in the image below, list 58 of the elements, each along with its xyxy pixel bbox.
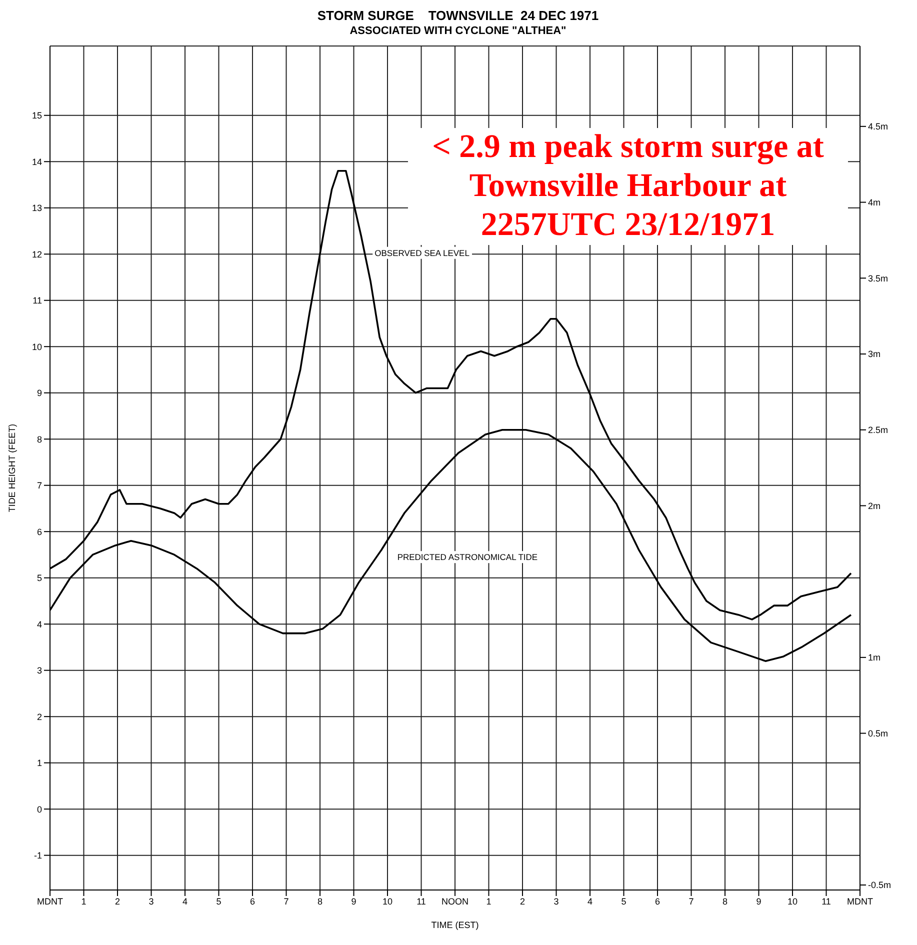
x-tick-label: 5 — [216, 896, 222, 906]
x-tick-label: 6 — [654, 896, 660, 906]
y-tick-label: 8 — [36, 434, 42, 444]
x-tick-label: 9 — [756, 896, 762, 906]
y2-tick-label: 3.5m — [868, 273, 888, 284]
y-tick-label: 5 — [36, 573, 42, 584]
annotation: < 2.9 m peak storm surge at Townsville Harbour at 2257UTC 23/12/1971 — [408, 128, 848, 245]
x-tick-label: 8 — [722, 896, 728, 906]
x-tick-label: MDNT — [847, 896, 874, 906]
x-axis-title: TIME (EST) — [431, 920, 479, 930]
x-tick-label: 5 — [621, 896, 626, 906]
x-tick-label: 4 — [182, 896, 188, 906]
x-tick-label: 6 — [250, 896, 256, 906]
x-tick-label: 4 — [587, 896, 593, 906]
series-label: PREDICTED ASTRONOMICAL TIDE — [397, 552, 538, 562]
x-tick-label: 8 — [317, 896, 323, 906]
x-tick-label: 11 — [822, 896, 831, 906]
y2-tick-label: -0.5m — [868, 880, 892, 890]
y2-tick-label: 2.5m — [868, 425, 888, 436]
x-tick-label: 2 — [520, 896, 526, 906]
y-tick-label: -1 — [34, 850, 42, 861]
y-tick-label: 12 — [32, 249, 42, 260]
series-label: OBSERVED SEA LEVEL — [374, 248, 470, 258]
y-tick-label: 6 — [36, 526, 42, 537]
y-tick-label: 2 — [36, 712, 42, 722]
chart-title: STORM SURGE TOWNSVILLE 24 DEC 1971 — [316, 8, 600, 24]
x-tick-label: 3 — [554, 896, 559, 906]
x-tick-label: 1 — [486, 896, 492, 906]
y-tick-label: 15 — [32, 110, 42, 121]
x-tick-label: 2 — [114, 896, 120, 906]
x-tick-label: 1 — [81, 896, 86, 906]
y-tick-label: 9 — [36, 388, 42, 398]
x-tick-label: 7 — [688, 896, 694, 906]
x-tick-label: 9 — [351, 896, 356, 906]
x-tick-label: 10 — [787, 896, 798, 906]
y-tick-label: 4 — [36, 619, 42, 630]
x-tick-label: 7 — [284, 896, 289, 906]
y-tick-label: 11 — [32, 296, 42, 306]
x-tick-label: 3 — [148, 896, 154, 906]
y-axis-title: TIDE HEIGHT (FEET) — [7, 424, 18, 512]
y-tick-label: 10 — [32, 342, 42, 352]
x-tick-label: 11 — [416, 896, 426, 906]
y2-tick-label: 4.5m — [868, 122, 888, 132]
y-tick-label: 1 — [36, 758, 42, 768]
y-tick-label: 7 — [36, 480, 42, 491]
y2-tick-label: 0.5m — [868, 728, 888, 738]
x-tick-label: 10 — [382, 896, 393, 906]
y-tick-label: 3 — [36, 666, 42, 676]
x-tick-label: NOON — [442, 896, 468, 906]
x-tick-label: MDNT — [37, 896, 64, 906]
y2-tick-label: 2m — [868, 500, 881, 511]
y2-tick-label: 3m — [868, 349, 881, 360]
chart-subtitle: ASSOCIATED WITH CYCLONE "ALTHEA" — [348, 24, 568, 38]
y-tick-label: 14 — [32, 156, 42, 167]
y-tick-label: 0 — [36, 804, 42, 814]
y-tick-label: 13 — [32, 203, 42, 214]
y2-tick-label: 4m — [868, 197, 881, 208]
y2-tick-label: 1m — [868, 652, 881, 663]
